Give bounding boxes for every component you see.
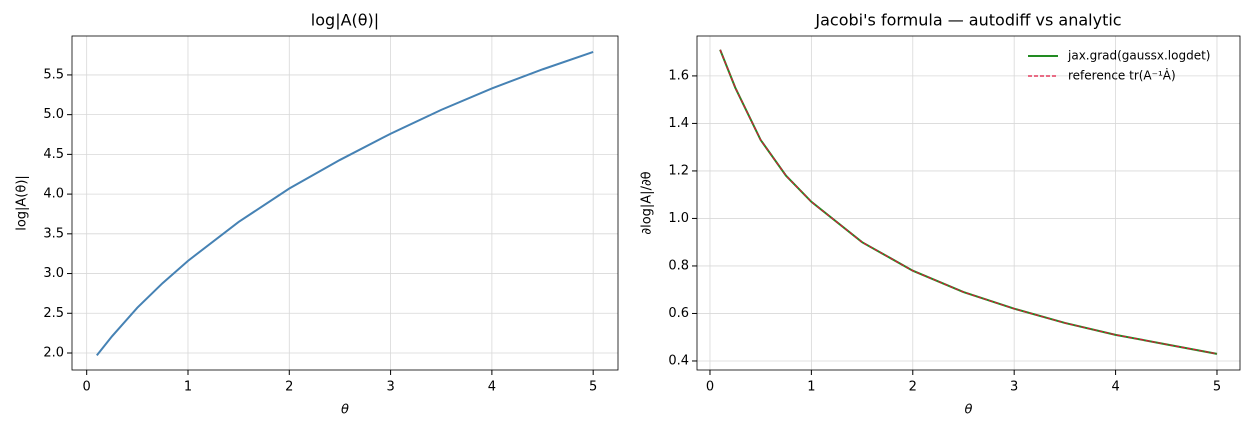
axes-frame [696,35,1241,371]
y-tick-label: 2.5 [43,306,64,321]
y-tick-label: 0.6 [668,306,689,321]
y-tick-label: 0.8 [668,258,689,273]
data-line [96,50,594,357]
x-axis-label: θ [965,403,973,418]
x-tick-label: 4 [1111,380,1119,395]
y-tick-label: 5.0 [43,107,64,122]
plot-area [72,36,618,370]
chart-title: Jacobi's formula — autodiff vs analytic [814,11,1121,30]
x-tick-label: 5 [589,380,597,395]
plot: 0 1 2 3 4 5 2.0 2.5 3.0 3.5 4.0 4.5 5.0 5.5 log|A(θ)| θ… [15,11,619,418]
y-axis-label: log|A(θ)| [15,175,30,231]
y-tick-label: 5.5 [43,67,64,82]
y-tick-label: 2.0 [43,345,64,360]
x-tick-label: 5 [1213,380,1221,395]
plot-area [697,36,1240,370]
y-tick-label: 4.0 [43,187,64,202]
x-tick-label: 3 [1010,380,1018,395]
y-tick-label: 4.5 [43,147,64,162]
x-tick-label: 0 [83,380,91,395]
axes-frame [71,35,619,371]
y-tick-label: 1.4 [668,116,689,131]
x-tick-label: 3 [386,380,394,395]
legend: jax.grad(gaussx.logdet) reference tr(A⁻¹Ȧ… [1028,49,1210,83]
y-tick-label: 3.0 [43,266,64,281]
x-tick-label: 2 [285,380,293,395]
y-tick-label: 1.2 [668,163,689,178]
data-line [719,49,1218,355]
x-axis-label: θ [341,403,349,418]
legend-label: jax.grad(gaussx.logdet) [1067,49,1210,63]
x-tick-label: 2 [909,380,917,395]
x-tick-label: 1 [184,380,192,395]
x-tick-label: 1 [807,380,815,395]
x-tick-label: 4 [488,380,496,395]
legend-label: reference tr(A⁻¹Ȧ) [1068,68,1176,83]
chart-title: log|A(θ)| [311,11,379,30]
x-tick-label: 0 [706,380,714,395]
y-tick-label: 1.6 [668,68,689,83]
y-axis-label: ∂log|A|/∂θ [640,171,655,234]
plot: 0 1 2 3 4 5 0.4 0.6 0.8 1.0 1.2 1.4 1.6 Jacobi's form… [640,11,1241,418]
y-tick-label: 3.5 [43,226,64,241]
y-tick-label: 0.4 [668,353,689,368]
y-tick-label: 1.0 [668,211,689,226]
